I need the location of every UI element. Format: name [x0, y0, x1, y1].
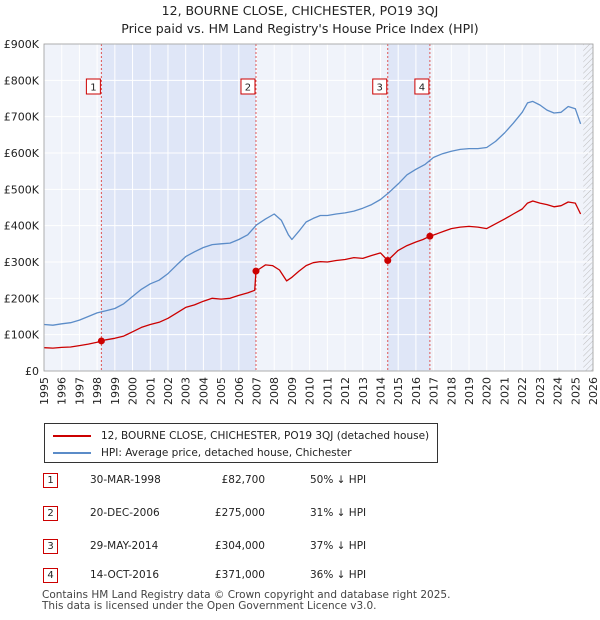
sale-number-badge: 4 [43, 568, 58, 583]
x-tick-label: 2026 [587, 377, 600, 405]
sale-marker-badge [240, 78, 256, 95]
x-tick-label: 1999 [109, 377, 122, 405]
footer-licence: This data is licensed under the Open Gov… [42, 600, 377, 612]
x-tick-label: 2025 [569, 377, 582, 405]
x-tick-label: 1998 [91, 377, 104, 405]
legend: 12, BOURNE CLOSE, CHICHESTER, PO19 3QJ (… [44, 423, 438, 463]
x-tick-label: 2017 [428, 377, 441, 405]
sale-marker-badge [85, 78, 101, 95]
y-tick-label: £100K [4, 329, 40, 342]
y-tick-label: £800K [4, 74, 40, 87]
sale-price: £371,000 [214, 569, 265, 581]
y-tick-label: £900K [4, 38, 40, 51]
plot-border [43, 43, 594, 372]
chart-title: 12, BOURNE CLOSE, CHICHESTER, PO19 3QJ [161, 3, 439, 18]
y-tick-label: £0 [25, 365, 39, 378]
x-tick-label: 2002 [162, 377, 175, 405]
x-tick-label: 2004 [197, 377, 210, 405]
y-tick-label: £200K [4, 292, 40, 305]
sale-marker-badge [414, 78, 430, 95]
sale-row: 4 14-OCT-2016 £371,000 36% ↓ HPI [0, 566, 600, 586]
y-tick-label: £500K [4, 183, 40, 196]
shaded-period [387, 44, 430, 371]
hpi-line [43, 100, 582, 326]
sale-point [97, 337, 105, 345]
legend-item-hpi: HPI: Average price, detached house, Chic… [53, 445, 352, 461]
sale-hpi-diff: 50% ↓ HPI [310, 474, 367, 486]
y-tick-label: £300K [4, 256, 40, 269]
y-tick-label: £700K [4, 111, 40, 124]
sale-point [252, 267, 260, 275]
x-tick-label: 2018 [445, 377, 458, 405]
sale-row: 3 29-MAY-2014 £304,000 37% ↓ HPI [0, 537, 600, 557]
sale-price: £82,700 [221, 474, 265, 486]
sale-date: 29-MAY-2014 [90, 540, 159, 552]
sale-hpi-diff: 31% ↓ HPI [310, 507, 367, 519]
y-tick-label: £600K [4, 147, 40, 160]
x-tick-label: 2015 [392, 377, 405, 405]
x-tick-label: 1996 [56, 377, 69, 405]
footer: Contains HM Land Registry data © Crown c… [42, 590, 450, 612]
sale-point [426, 232, 434, 240]
x-tick-label: 2010 [304, 377, 317, 405]
sale-date: 20-DEC-2006 [90, 507, 160, 519]
legend-item-property: 12, BOURNE CLOSE, CHICHESTER, PO19 3QJ (… [53, 428, 429, 444]
chart-title-block: 12, BOURNE CLOSE, CHICHESTER, PO19 3QJ P… [0, 2, 600, 38]
legend-swatch-property [53, 435, 91, 437]
x-tick-label: 2000 [127, 377, 140, 405]
sale-date: 14-OCT-2016 [90, 569, 159, 581]
x-tick-label: 2019 [463, 377, 476, 405]
x-tick-label: 2001 [144, 377, 157, 405]
x-tick-label: 2009 [286, 377, 299, 405]
sale-marker-label: 2 [245, 83, 251, 94]
sale-marker-label: 4 [419, 83, 425, 94]
x-tick-label: 2020 [481, 377, 494, 405]
sale-marker-label: 3 [377, 83, 383, 94]
sale-marker-badge [372, 78, 388, 95]
x-tick-label: 2011 [321, 377, 334, 405]
footer-copyright: Contains HM Land Registry data © Crown c… [42, 589, 451, 601]
x-tick-label: 2012 [339, 377, 352, 405]
shaded-period [101, 44, 256, 371]
y-tick-label: £400K [4, 220, 40, 233]
property-price-line [43, 200, 582, 349]
sale-price: £275,000 [214, 507, 265, 519]
sale-point [384, 257, 392, 265]
sale-hpi-diff: 36% ↓ HPI [310, 569, 367, 581]
sale-number-badge: 2 [43, 506, 58, 521]
x-tick-label: 2022 [516, 377, 529, 405]
x-tick-label: 1995 [38, 377, 51, 405]
x-tick-label: 2023 [534, 377, 547, 405]
hatched-region [583, 44, 593, 371]
x-tick-label: 2013 [357, 377, 370, 405]
sale-marker-label: 1 [90, 83, 96, 94]
sale-row: 2 20-DEC-2006 £275,000 31% ↓ HPI [0, 504, 600, 524]
x-tick-label: 2021 [498, 377, 511, 405]
sale-number-badge: 1 [43, 473, 58, 488]
sale-price: £304,000 [214, 540, 265, 552]
sale-hpi-diff: 37% ↓ HPI [310, 540, 367, 552]
x-tick-label: 2007 [251, 377, 264, 405]
legend-label-property: 12, BOURNE CLOSE, CHICHESTER, PO19 3QJ (… [101, 430, 430, 442]
chart-subtitle: Price paid vs. HM Land Registry's House … [121, 21, 479, 36]
x-tick-label: 2014 [374, 377, 387, 405]
legend-swatch-hpi [53, 452, 91, 454]
x-tick-label: 2005 [215, 377, 228, 405]
x-tick-label: 2016 [410, 377, 423, 405]
sale-number-badge: 3 [43, 539, 58, 554]
x-tick-label: 2006 [233, 377, 246, 405]
sale-date: 30-MAR-1998 [90, 474, 161, 486]
sale-row: 1 30-MAR-1998 £82,700 50% ↓ HPI [0, 471, 600, 491]
x-tick-label: 2024 [552, 377, 565, 405]
price-chart: 1 2 3 4 £0 £100K £200K £300K £400K £500K £600K £700… [4, 38, 600, 405]
x-tick-label: 1997 [73, 377, 86, 405]
x-tick-label: 2003 [180, 377, 193, 405]
x-tick-label: 2008 [268, 377, 281, 405]
legend-label-hpi: HPI: Average price, detached house, Chic… [101, 447, 352, 459]
